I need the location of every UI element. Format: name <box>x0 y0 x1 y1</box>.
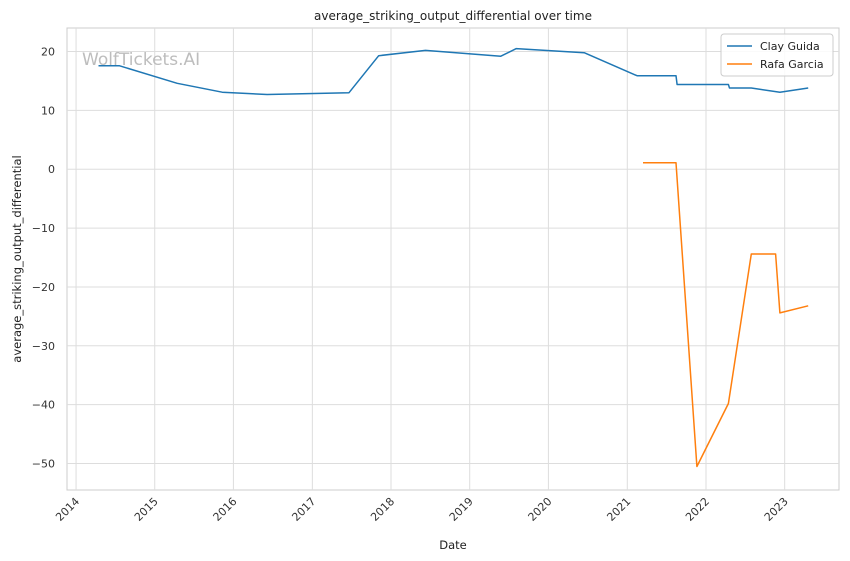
y-tick-label: −50 <box>32 458 55 471</box>
chart-title: average_striking_output_differential ove… <box>314 9 592 23</box>
y-tick-label: −20 <box>32 281 55 294</box>
y-tick-label: 10 <box>41 104 55 117</box>
x-tick-label: 2023 <box>762 495 791 524</box>
plot-area <box>66 27 840 491</box>
series-layer <box>98 47 809 468</box>
x-tick-label: 2022 <box>683 495 712 524</box>
x-axis-title: Date <box>439 538 467 552</box>
y-axis-title: average_striking_output_differential <box>10 155 24 362</box>
legend-box <box>720 33 834 77</box>
legend-label-rafa-garcia: Rafa Garcia <box>760 58 824 71</box>
series-line-rafa-garcia <box>643 162 809 468</box>
watermark: WolfTickets.AI <box>82 50 200 70</box>
y-tick-label: −40 <box>32 399 55 412</box>
x-tick-label: 2019 <box>447 495 476 524</box>
x-tick-label: 2021 <box>604 495 633 524</box>
y-tick-label: −30 <box>32 340 55 353</box>
x-tick-label: 2015 <box>132 495 161 524</box>
x-tick-label: 2014 <box>53 495 82 524</box>
x-tick-label: 2018 <box>368 495 397 524</box>
y-tick-label: −10 <box>32 222 55 235</box>
legend-label-clay-guida: Clay Guida <box>760 40 820 53</box>
series-line-clay-guida <box>98 47 809 96</box>
x-tick-label: 2017 <box>289 495 318 524</box>
grid-lines <box>67 28 839 490</box>
x-tick-label: 2016 <box>211 495 240 524</box>
y-tick-label: 0 <box>48 163 55 176</box>
y-tick-label: 20 <box>41 46 55 59</box>
x-axis-ticks: 2014 2015 2016 2017 2018 2019 2020 2021 2022 2023 <box>53 495 791 524</box>
x-tick-label: 2020 <box>526 495 555 524</box>
y-axis-ticks: 20 10 0 −10 −20 −30 −40 −50 <box>32 46 55 471</box>
legend: Clay Guida Rafa Garcia <box>720 33 834 77</box>
